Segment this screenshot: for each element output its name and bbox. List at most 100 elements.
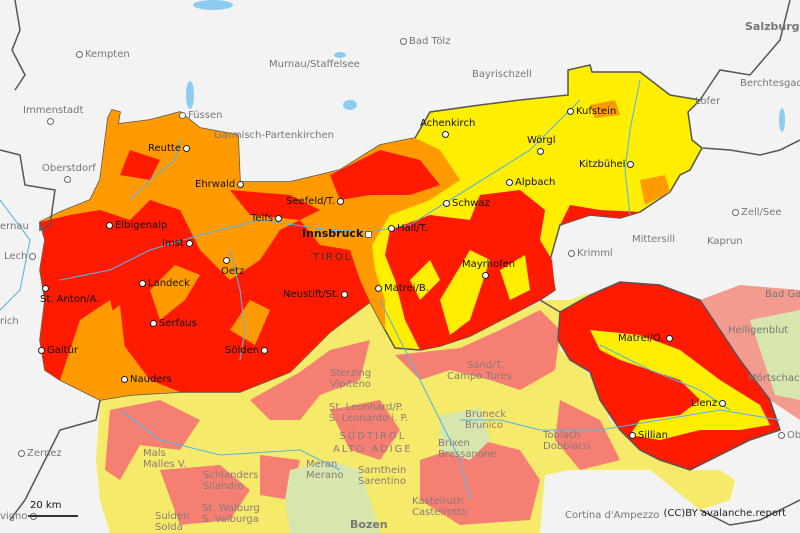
- city-sillian[interactable]: Sillian: [627, 430, 668, 441]
- city-name: Heiligenblut: [728, 325, 789, 336]
- city-sand-taufers[interactable]: Sand/T. Campo Tures: [447, 360, 512, 382]
- city-seefeld[interactable]: Seefeld/T.: [286, 196, 346, 207]
- city-name: Alpbach: [515, 177, 556, 188]
- city-oetz[interactable]: Oetz: [221, 255, 244, 277]
- city-sterzing[interactable]: Sterzing Vipiteno: [330, 368, 371, 390]
- city-name: Matrei/O.: [618, 333, 664, 344]
- city-name: Lech: [4, 251, 28, 262]
- city-toblach[interactable]: Toblach Dobbiaco: [543, 430, 590, 452]
- city-brixen[interactable]: Brixen Bressanone: [438, 438, 496, 460]
- city-marker-icon: [732, 208, 739, 216]
- city-schwaz[interactable]: Schwaz: [441, 198, 490, 209]
- city-immenstadt[interactable]: Immenstadt: [23, 105, 83, 127]
- city-mayrhofen[interactable]: Mayrhofen: [462, 259, 515, 281]
- city-marker-icon: [139, 279, 146, 287]
- city-kitzbuehel[interactable]: Kitzbühel: [579, 159, 636, 170]
- city-bozen[interactable]: Bozen: [350, 518, 388, 531]
- city-st-anton[interactable]: St. Anton/A.: [40, 283, 99, 305]
- city-nauders[interactable]: Nauders: [119, 374, 172, 385]
- city-marker-icon: [537, 147, 544, 155]
- city-partial-ernau[interactable]: ernau: [0, 221, 29, 232]
- city-st-walburg[interactable]: St. Walburg S. Valburga: [202, 503, 260, 525]
- danger-high-ridges: [100, 100, 670, 360]
- city-name: Kufstein: [576, 106, 617, 117]
- city-telfs[interactable]: Telfs: [251, 213, 284, 224]
- city-marker-icon: [627, 160, 635, 168]
- city-partial-rich[interactable]: rich: [0, 316, 19, 327]
- city-hall[interactable]: Hall/T.: [386, 223, 428, 234]
- city-bruneck[interactable]: Bruneck Brunico: [465, 409, 506, 431]
- city-name: Immenstadt: [23, 105, 84, 116]
- city-name: Seefeld/T.: [286, 196, 335, 207]
- city-bayrischzell[interactable]: Bayrischzell: [472, 69, 532, 80]
- city-achenkirch[interactable]: Achenkirch: [420, 118, 475, 140]
- region-label-tirol: TIROL: [313, 252, 353, 263]
- city-lech[interactable]: Lech: [4, 251, 38, 262]
- city-name: vigno: [0, 511, 28, 522]
- city-matrei-osttirol[interactable]: Matrei/O.: [618, 333, 675, 344]
- city-reutte[interactable]: Reutte: [148, 143, 192, 154]
- city-marker-icon: [223, 256, 230, 264]
- city-zernez[interactable]: Zernez: [16, 448, 62, 459]
- city-name: Hall/T.: [397, 223, 428, 234]
- city-oberstdorf[interactable]: Oberstdorf: [42, 163, 96, 185]
- city-marker-icon: [261, 346, 269, 354]
- city-galtuer[interactable]: Galtür: [36, 345, 78, 356]
- city-name-it: S. Valburga: [202, 514, 259, 525]
- city-alpbach[interactable]: Alpbach: [504, 177, 555, 188]
- east-tyrol-valleys: [590, 330, 770, 440]
- city-marker-icon: [38, 346, 45, 354]
- city-marker-icon: [388, 224, 395, 232]
- city-lofer[interactable]: Lofer: [695, 96, 720, 107]
- city-landeck[interactable]: Landeck: [137, 278, 190, 289]
- region-label-suedtirol-it: ALTO ADIGE: [333, 444, 413, 455]
- city-sulden[interactable]: Sulden Solda: [155, 511, 189, 533]
- city-salzburg[interactable]: Salzburg: [745, 20, 800, 33]
- city-name: Imst: [162, 238, 184, 249]
- city-kastelruth[interactable]: Kastelruth Castelrotto: [412, 496, 467, 518]
- city-name: Serfaus: [159, 318, 197, 329]
- city-meran[interactable]: Meran Merano: [306, 459, 343, 481]
- city-mals[interactable]: Mals Malles V.: [143, 448, 187, 470]
- city-marker-icon: [182, 144, 190, 152]
- city-bad-gastein[interactable]: Bad Gas: [765, 289, 800, 300]
- city-moertschach[interactable]: Mörtschach: [748, 373, 800, 384]
- city-soelden[interactable]: Sölden: [225, 345, 270, 356]
- city-woergl[interactable]: Wörgl: [527, 135, 555, 157]
- city-imst[interactable]: Imst: [162, 238, 195, 249]
- city-zell-see[interactable]: Zell/See: [730, 207, 782, 218]
- city-schlanders[interactable]: Schlanders Silandro: [203, 470, 258, 492]
- city-fuessen[interactable]: Füssen: [177, 110, 222, 121]
- city-mittersill[interactable]: Mittersill: [632, 234, 675, 245]
- city-ehrwald[interactable]: Ehrwald: [195, 179, 246, 190]
- city-name-de: Brixen: [438, 438, 470, 449]
- city-name: Lienz: [691, 398, 718, 409]
- city-elbigenalp[interactable]: Elbigenalp: [104, 220, 167, 231]
- south-tyrol-region[interactable]: [96, 292, 735, 533]
- city-bad-toelz[interactable]: Bad Tölz: [398, 36, 450, 47]
- city-heiligenblut[interactable]: Heiligenblut: [728, 325, 788, 336]
- city-partial-ob[interactable]: Ob: [776, 430, 800, 441]
- city-serfaus[interactable]: Serfaus: [148, 318, 197, 329]
- city-murnau[interactable]: Murnau/Staffelsee: [269, 59, 360, 70]
- city-kempten[interactable]: Kempten: [74, 49, 130, 60]
- city-name: Nauders: [130, 374, 172, 385]
- city-kufstein[interactable]: Kufstein: [565, 106, 616, 117]
- city-neustift[interactable]: Neustift/St.: [283, 289, 350, 300]
- city-krimml[interactable]: Krimml: [566, 248, 613, 259]
- city-berchtesgaden[interactable]: Berchtesgaden: [740, 78, 800, 89]
- city-innsbruck[interactable]: Innsbruck: [302, 228, 374, 239]
- city-name: Oetz: [221, 266, 245, 277]
- city-st-leonhard[interactable]: St. Leonhard/P. S. Leonardo i. P.: [329, 402, 408, 424]
- city-lienz[interactable]: Lienz: [691, 398, 728, 409]
- city-matrei-brenner[interactable]: Matrei/B.: [373, 283, 429, 294]
- city-cortina[interactable]: Cortina d'Ampezzo: [565, 510, 659, 521]
- credit-text[interactable]: (CC)BY avalanche.report: [663, 508, 787, 519]
- city-marker-icon: [567, 107, 574, 115]
- city-marker-icon: [443, 199, 450, 207]
- city-garmisch[interactable]: Garmisch-Partenkirchen: [214, 130, 334, 141]
- city-kaprun[interactable]: Kaprun: [707, 236, 743, 247]
- city-sarnthein[interactable]: Sarnthein Sarentino: [358, 465, 406, 487]
